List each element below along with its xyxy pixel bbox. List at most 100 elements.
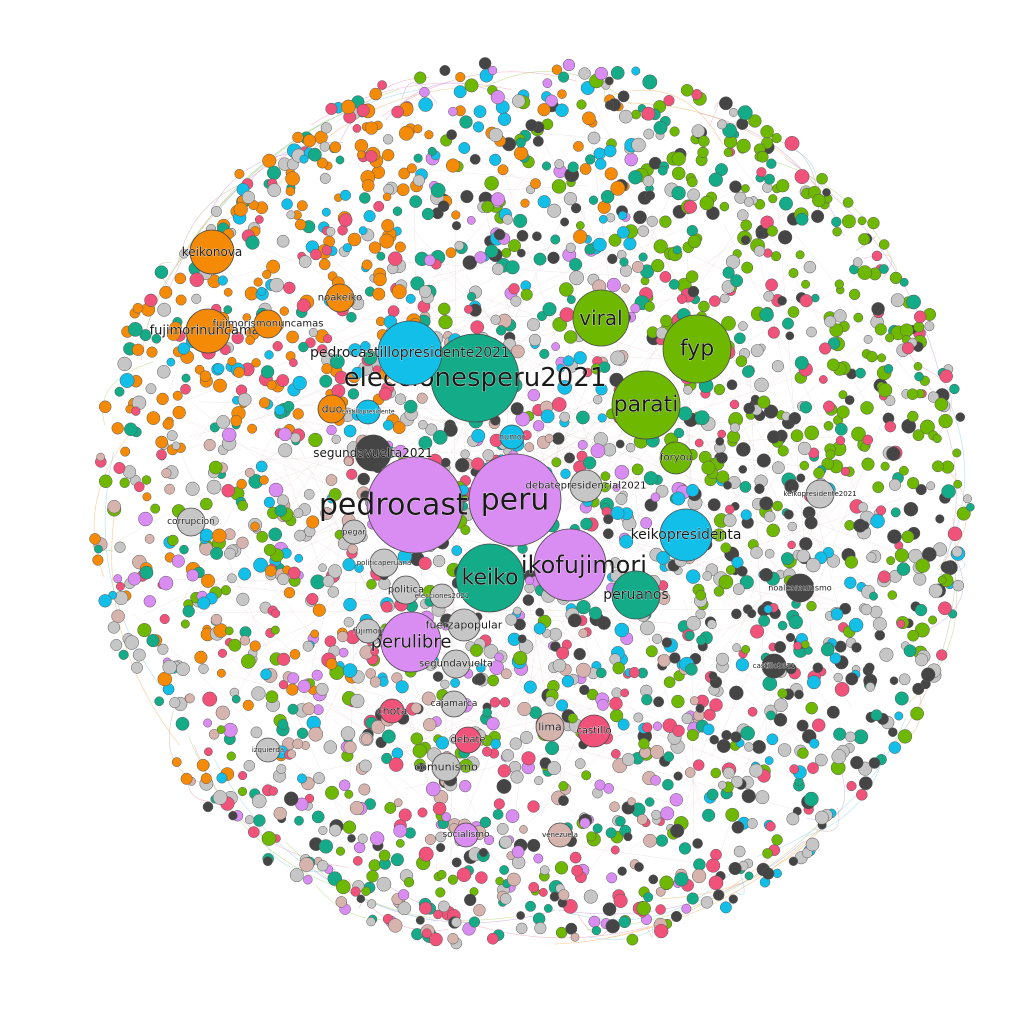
- graph-node: [941, 484, 956, 499]
- hashtag-label: socialismo: [442, 830, 490, 840]
- graph-node: [699, 195, 715, 211]
- graph-node: [446, 129, 457, 141]
- graph-node: [604, 100, 615, 110]
- graph-node: [124, 635, 139, 650]
- graph-node: [602, 902, 617, 917]
- graph-node: [915, 558, 930, 573]
- graph-node: [650, 744, 665, 759]
- graph-node: [501, 749, 515, 762]
- graph-node: [365, 150, 378, 163]
- graph-node: [746, 818, 758, 829]
- graph-node: [915, 653, 929, 667]
- graph-node: [317, 860, 329, 872]
- graph-node: [952, 579, 965, 592]
- graph-node: [277, 719, 289, 730]
- graph-node: [591, 925, 602, 936]
- graph-node: [592, 823, 603, 834]
- graph-node: [203, 718, 213, 728]
- graph-node: [451, 917, 462, 928]
- graph-node: [366, 899, 377, 909]
- graph-node: [851, 642, 862, 653]
- graph-node: [560, 468, 571, 479]
- graph-node: [254, 215, 264, 224]
- graph-edge: [863, 254, 892, 281]
- graph-node: [636, 813, 648, 825]
- graph-node: [216, 772, 228, 784]
- graph-node: [834, 279, 844, 289]
- graph-node: [935, 514, 945, 524]
- graph-node: [764, 756, 774, 765]
- graph-node: [631, 66, 641, 76]
- graph-node: [719, 901, 732, 914]
- graph-node: [609, 696, 623, 711]
- graph-node: [906, 388, 919, 400]
- graph-node: [347, 834, 356, 843]
- graph-node: [286, 330, 299, 344]
- graph-node: [740, 235, 751, 245]
- graph-node: [391, 747, 404, 760]
- graph-node: [715, 652, 730, 666]
- graph-node: [610, 66, 625, 80]
- graph-node: [278, 427, 292, 442]
- hashtag-label: fyp: [680, 337, 714, 362]
- graph-node: [537, 195, 551, 209]
- graph-node: [421, 691, 436, 706]
- graph-node: [443, 422, 458, 437]
- graph-node: [346, 311, 357, 323]
- graph-node: [151, 333, 162, 344]
- graph-node: [691, 868, 707, 884]
- graph-node: [730, 731, 742, 743]
- graph-node: [227, 573, 237, 584]
- graph-node: [687, 188, 700, 202]
- graph-node: [211, 528, 227, 544]
- graph-node: [409, 195, 423, 208]
- graph-node: [877, 570, 891, 584]
- graph-node: [394, 393, 407, 405]
- graph-node: [674, 872, 689, 887]
- graph-edge: [628, 448, 670, 490]
- graph-node: [594, 158, 607, 170]
- graph-node: [208, 460, 223, 475]
- graph-node: [382, 134, 394, 145]
- graph-node: [832, 226, 842, 237]
- graph-node: [725, 807, 740, 822]
- graph-node: [166, 357, 176, 367]
- graph-node: [321, 245, 333, 256]
- graph-node: [390, 853, 404, 867]
- graph-node: [723, 513, 737, 527]
- graph-node: [356, 894, 366, 904]
- graph-node: [725, 504, 735, 515]
- graph-node: [276, 374, 290, 387]
- graph-node: [360, 733, 373, 746]
- graph-node: [754, 483, 765, 494]
- graph-node: [812, 662, 824, 674]
- graph-node: [825, 449, 836, 460]
- graph-node: [172, 405, 186, 420]
- graph-edge: [709, 102, 719, 127]
- graph-node: [565, 922, 578, 935]
- graph-node: [864, 662, 875, 673]
- graph-node: [702, 723, 715, 736]
- graph-node: [268, 527, 283, 542]
- graph-node: [350, 693, 365, 709]
- graph-node: [885, 333, 895, 343]
- graph-node: [489, 697, 501, 708]
- graph-node: [343, 597, 357, 612]
- graph-node: [131, 406, 141, 416]
- graph-node: [787, 521, 798, 532]
- graph-node: [742, 365, 755, 378]
- graph-node: [861, 457, 875, 471]
- graph-node: [499, 893, 512, 905]
- graph-node: [799, 401, 813, 414]
- graph-node: [896, 562, 911, 576]
- graph-node: [473, 904, 486, 917]
- graph-node: [511, 845, 525, 859]
- graph-edge: [703, 518, 861, 661]
- graph-node: [788, 412, 802, 425]
- graph-node: [445, 247, 457, 259]
- graph-node: [534, 922, 547, 935]
- graph-node: [838, 390, 848, 400]
- graph-node: [159, 613, 170, 625]
- graph-node: [816, 172, 828, 185]
- graph-node: [364, 121, 379, 135]
